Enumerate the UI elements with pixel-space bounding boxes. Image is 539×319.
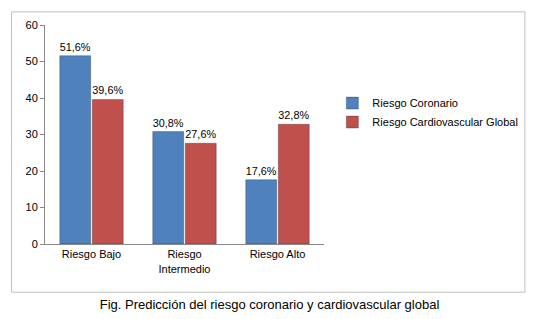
svg-text:40: 40 [26, 92, 38, 104]
svg-text:39,6%: 39,6% [92, 84, 123, 96]
svg-text:32,8%: 32,8% [278, 109, 309, 121]
svg-text:0: 0 [32, 238, 38, 250]
svg-text:RiesgoIntermedio: RiesgoIntermedio [159, 248, 211, 274]
svg-text:20: 20 [26, 165, 38, 177]
svg-text:17,6%: 17,6% [246, 165, 277, 177]
svg-text:Riesgo Bajo: Riesgo Bajo [62, 248, 121, 260]
svg-text:Riesgo Cardiovascular Global: Riesgo Cardiovascular Global [372, 116, 518, 128]
svg-text:10: 10 [26, 201, 38, 213]
svg-text:51,6%: 51,6% [60, 41, 91, 53]
svg-text:30,8%: 30,8% [153, 117, 184, 129]
svg-text:60: 60 [26, 19, 38, 31]
svg-text:Riesgo Coronario: Riesgo Coronario [372, 97, 458, 109]
svg-text:50: 50 [26, 55, 38, 67]
svg-text:Fig. Predicción del riesgo cor: Fig. Predicción del riesgo coronario y c… [100, 297, 440, 312]
svg-text:30: 30 [26, 128, 38, 140]
svg-text:27,6%: 27,6% [185, 128, 216, 140]
svg-text:Riesgo Alto: Riesgo Alto [250, 248, 306, 260]
